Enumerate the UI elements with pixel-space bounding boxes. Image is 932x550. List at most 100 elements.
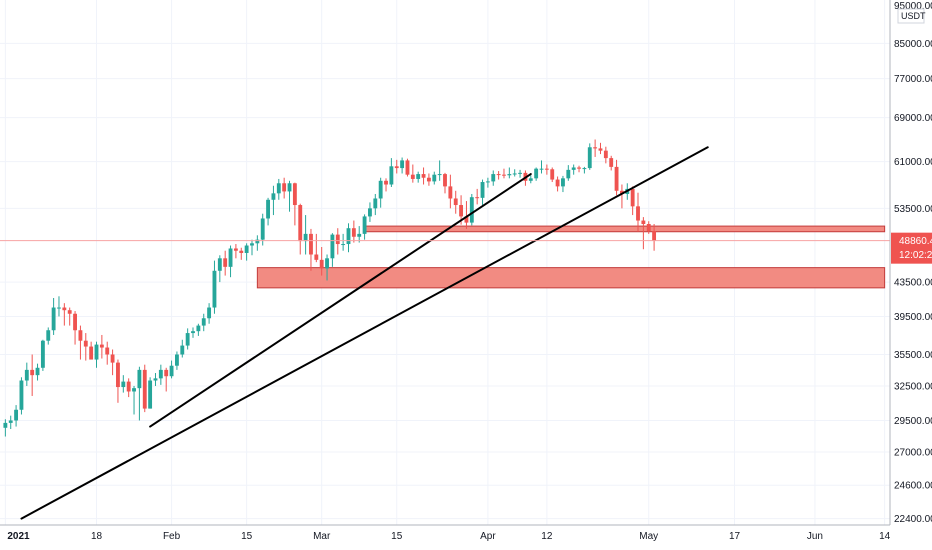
time-axis-ticks: 2021 18 Feb 15 Mar 15 Apr 12 May 17 Jun 14 bbox=[7, 531, 890, 542]
price-tick-label: 43500.00 bbox=[894, 278, 932, 289]
candle-body bbox=[196, 325, 201, 332]
candle-body bbox=[534, 168, 539, 179]
candle-body bbox=[400, 160, 405, 169]
time-tick-label: Mar bbox=[313, 531, 331, 542]
candle-body bbox=[437, 174, 442, 176]
unit-badge[interactable]: USDT bbox=[901, 11, 926, 21]
candle-body bbox=[239, 250, 244, 253]
candle-body bbox=[137, 369, 142, 389]
candle-body bbox=[298, 205, 303, 242]
candle-body bbox=[528, 178, 533, 181]
candle-body bbox=[325, 258, 329, 269]
candle-body bbox=[217, 258, 222, 271]
candle-body bbox=[459, 205, 464, 217]
candle-body bbox=[121, 381, 126, 388]
candle-body bbox=[394, 166, 399, 169]
price-tick-label: 85000.00 bbox=[894, 39, 932, 50]
price-tick-label: 32500.00 bbox=[894, 381, 932, 392]
price-tick-label: 39500.00 bbox=[894, 312, 932, 323]
trendline bbox=[149, 173, 532, 428]
plot-background bbox=[0, 0, 890, 525]
price-tick-label: 29500.00 bbox=[894, 416, 932, 427]
current-price-badge-bg bbox=[891, 232, 932, 264]
time-tick-label: 18 bbox=[91, 531, 103, 542]
candle-body bbox=[250, 243, 254, 246]
candle-body bbox=[142, 369, 147, 409]
candle-body bbox=[292, 183, 297, 206]
candle-body bbox=[99, 344, 104, 348]
candle-body bbox=[464, 216, 469, 223]
time-axis[interactable]: 2021 18 Feb 15 Mar 15 Apr 12 May 17 Jun 14 bbox=[0, 524, 932, 550]
zone-rect bbox=[364, 225, 886, 233]
candle-body bbox=[603, 150, 608, 159]
candle-body bbox=[577, 167, 581, 169]
zones bbox=[256, 225, 886, 289]
price-axis-top-label: 95000.00 bbox=[894, 1, 932, 12]
candle-body bbox=[30, 369, 35, 376]
countdown-label: 12:02:20 bbox=[899, 250, 932, 261]
trendlines bbox=[20, 146, 709, 520]
candle-body bbox=[373, 198, 378, 209]
candle-body bbox=[475, 197, 480, 199]
candle-body bbox=[646, 223, 651, 232]
candle-body bbox=[303, 233, 308, 242]
candle-body bbox=[19, 380, 24, 410]
candle-body bbox=[378, 180, 383, 199]
time-tick-label: 17 bbox=[729, 531, 741, 542]
candle-body bbox=[153, 378, 158, 381]
candle-body bbox=[207, 307, 212, 319]
candle-body bbox=[491, 174, 496, 182]
candle-body bbox=[266, 199, 271, 219]
candle-body bbox=[566, 169, 571, 179]
candle-body bbox=[212, 270, 217, 308]
candle-body bbox=[57, 307, 61, 309]
candle-body bbox=[426, 177, 431, 182]
candle-body bbox=[319, 259, 324, 269]
candle-body bbox=[67, 310, 72, 314]
price-tick-label: 35500.00 bbox=[894, 350, 932, 361]
candle-body bbox=[260, 218, 265, 240]
price-axis[interactable]: 85000.00 77000.00 69000.00 61000.00 53500.00… bbox=[889, 0, 932, 525]
candle-body bbox=[314, 254, 319, 260]
candle-body bbox=[110, 354, 115, 363]
candle-body bbox=[550, 169, 555, 180]
candle-body bbox=[652, 231, 657, 241]
price-tick-label: 61000.00 bbox=[894, 157, 932, 168]
candle-body bbox=[598, 148, 603, 151]
price-tick-label: 53500.00 bbox=[894, 204, 932, 215]
time-tick-label: Feb bbox=[163, 531, 181, 542]
candle-body bbox=[201, 318, 206, 326]
candle-body bbox=[636, 206, 640, 221]
candle-body bbox=[46, 330, 51, 341]
candle-body bbox=[384, 180, 388, 185]
candle-body bbox=[228, 248, 233, 267]
candle-body bbox=[78, 330, 83, 341]
candle-body bbox=[309, 233, 313, 255]
price-tick-label: 24600.00 bbox=[894, 481, 932, 492]
candle-body bbox=[485, 181, 490, 183]
candle-body bbox=[416, 174, 421, 179]
price-tick-label: 69000.00 bbox=[894, 113, 932, 124]
candle-body bbox=[40, 340, 45, 368]
unit-badge-bg bbox=[897, 8, 925, 24]
candle-body bbox=[405, 160, 410, 175]
candle-body bbox=[223, 258, 228, 267]
candle-body bbox=[587, 147, 592, 169]
candle-body bbox=[287, 183, 292, 192]
time-tick-label: May bbox=[639, 531, 658, 542]
candle-body bbox=[51, 307, 56, 331]
candle-body bbox=[443, 174, 447, 187]
candle-body bbox=[174, 354, 179, 366]
candle-body bbox=[432, 174, 437, 182]
candle-body bbox=[448, 186, 453, 199]
candle-body bbox=[582, 168, 587, 170]
time-tick-label: 14 bbox=[879, 531, 891, 542]
candle-body bbox=[330, 234, 335, 259]
candle-body bbox=[126, 381, 131, 392]
trendline bbox=[20, 146, 709, 520]
time-tick-label: 15 bbox=[391, 531, 403, 542]
candle-body bbox=[630, 188, 635, 207]
candle-body bbox=[255, 239, 260, 244]
candle-body bbox=[105, 347, 110, 355]
